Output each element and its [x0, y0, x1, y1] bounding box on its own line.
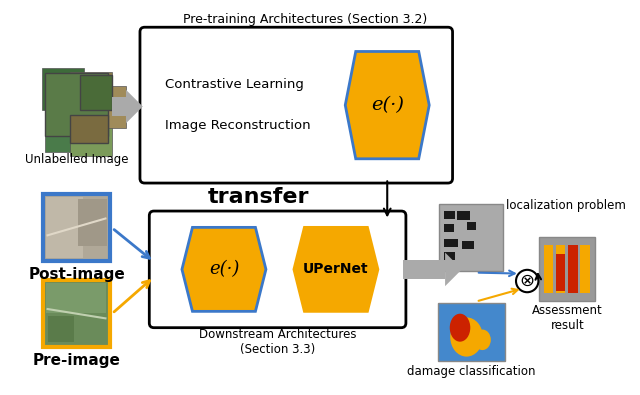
Ellipse shape — [474, 329, 491, 350]
FancyBboxPatch shape — [140, 27, 452, 183]
Text: Assessment
result: Assessment result — [532, 305, 603, 332]
Polygon shape — [345, 51, 429, 159]
Bar — [462, 241, 474, 249]
Bar — [45, 283, 106, 313]
Text: Downstream Architectures
(Section 3.3): Downstream Architectures (Section 3.3) — [199, 328, 356, 356]
Bar — [457, 211, 470, 220]
Text: Post-image: Post-image — [28, 267, 125, 282]
Text: transfer: transfer — [208, 187, 310, 207]
Text: e(·): e(·) — [209, 260, 239, 278]
Polygon shape — [294, 228, 378, 311]
Bar — [440, 203, 503, 271]
Bar — [544, 245, 554, 293]
Bar — [70, 113, 111, 156]
Bar — [540, 237, 595, 301]
Bar — [580, 245, 589, 293]
Bar — [70, 71, 111, 113]
Text: e(·): e(·) — [371, 96, 404, 114]
Text: localization problem: localization problem — [506, 199, 626, 212]
Bar — [45, 73, 108, 136]
Bar — [403, 260, 445, 279]
Bar — [80, 75, 111, 110]
Bar — [78, 199, 107, 246]
Text: UPerNet: UPerNet — [303, 262, 369, 276]
Text: Pre-training Architectures (Section 3.2): Pre-training Architectures (Section 3.2) — [184, 13, 428, 26]
Bar — [42, 68, 83, 110]
Bar — [43, 280, 110, 347]
Bar — [444, 224, 454, 231]
Bar — [45, 75, 87, 117]
Circle shape — [516, 270, 538, 292]
Text: Pre-image: Pre-image — [33, 353, 120, 368]
Bar — [444, 252, 455, 260]
Text: Unlabelled Image: Unlabelled Image — [25, 153, 128, 166]
Bar — [444, 239, 458, 247]
Bar — [45, 110, 87, 152]
Polygon shape — [126, 90, 143, 123]
Bar — [83, 86, 125, 128]
Bar — [444, 211, 455, 220]
FancyBboxPatch shape — [149, 211, 406, 328]
Ellipse shape — [450, 318, 483, 357]
Bar — [556, 254, 566, 291]
Bar — [111, 97, 126, 116]
Text: $\otimes$: $\otimes$ — [520, 272, 535, 290]
Text: damage classification: damage classification — [407, 365, 536, 378]
Polygon shape — [445, 252, 462, 286]
Bar — [438, 303, 505, 361]
Bar — [47, 316, 74, 342]
Bar — [556, 245, 566, 293]
Text: Contrastive Learning: Contrastive Learning — [165, 78, 304, 91]
Bar — [43, 194, 110, 261]
Bar — [45, 197, 83, 258]
Polygon shape — [182, 228, 266, 311]
Bar — [70, 115, 108, 143]
Bar — [467, 222, 476, 230]
Bar — [568, 245, 577, 293]
Text: Image Reconstruction: Image Reconstruction — [165, 119, 311, 132]
Ellipse shape — [450, 314, 470, 342]
